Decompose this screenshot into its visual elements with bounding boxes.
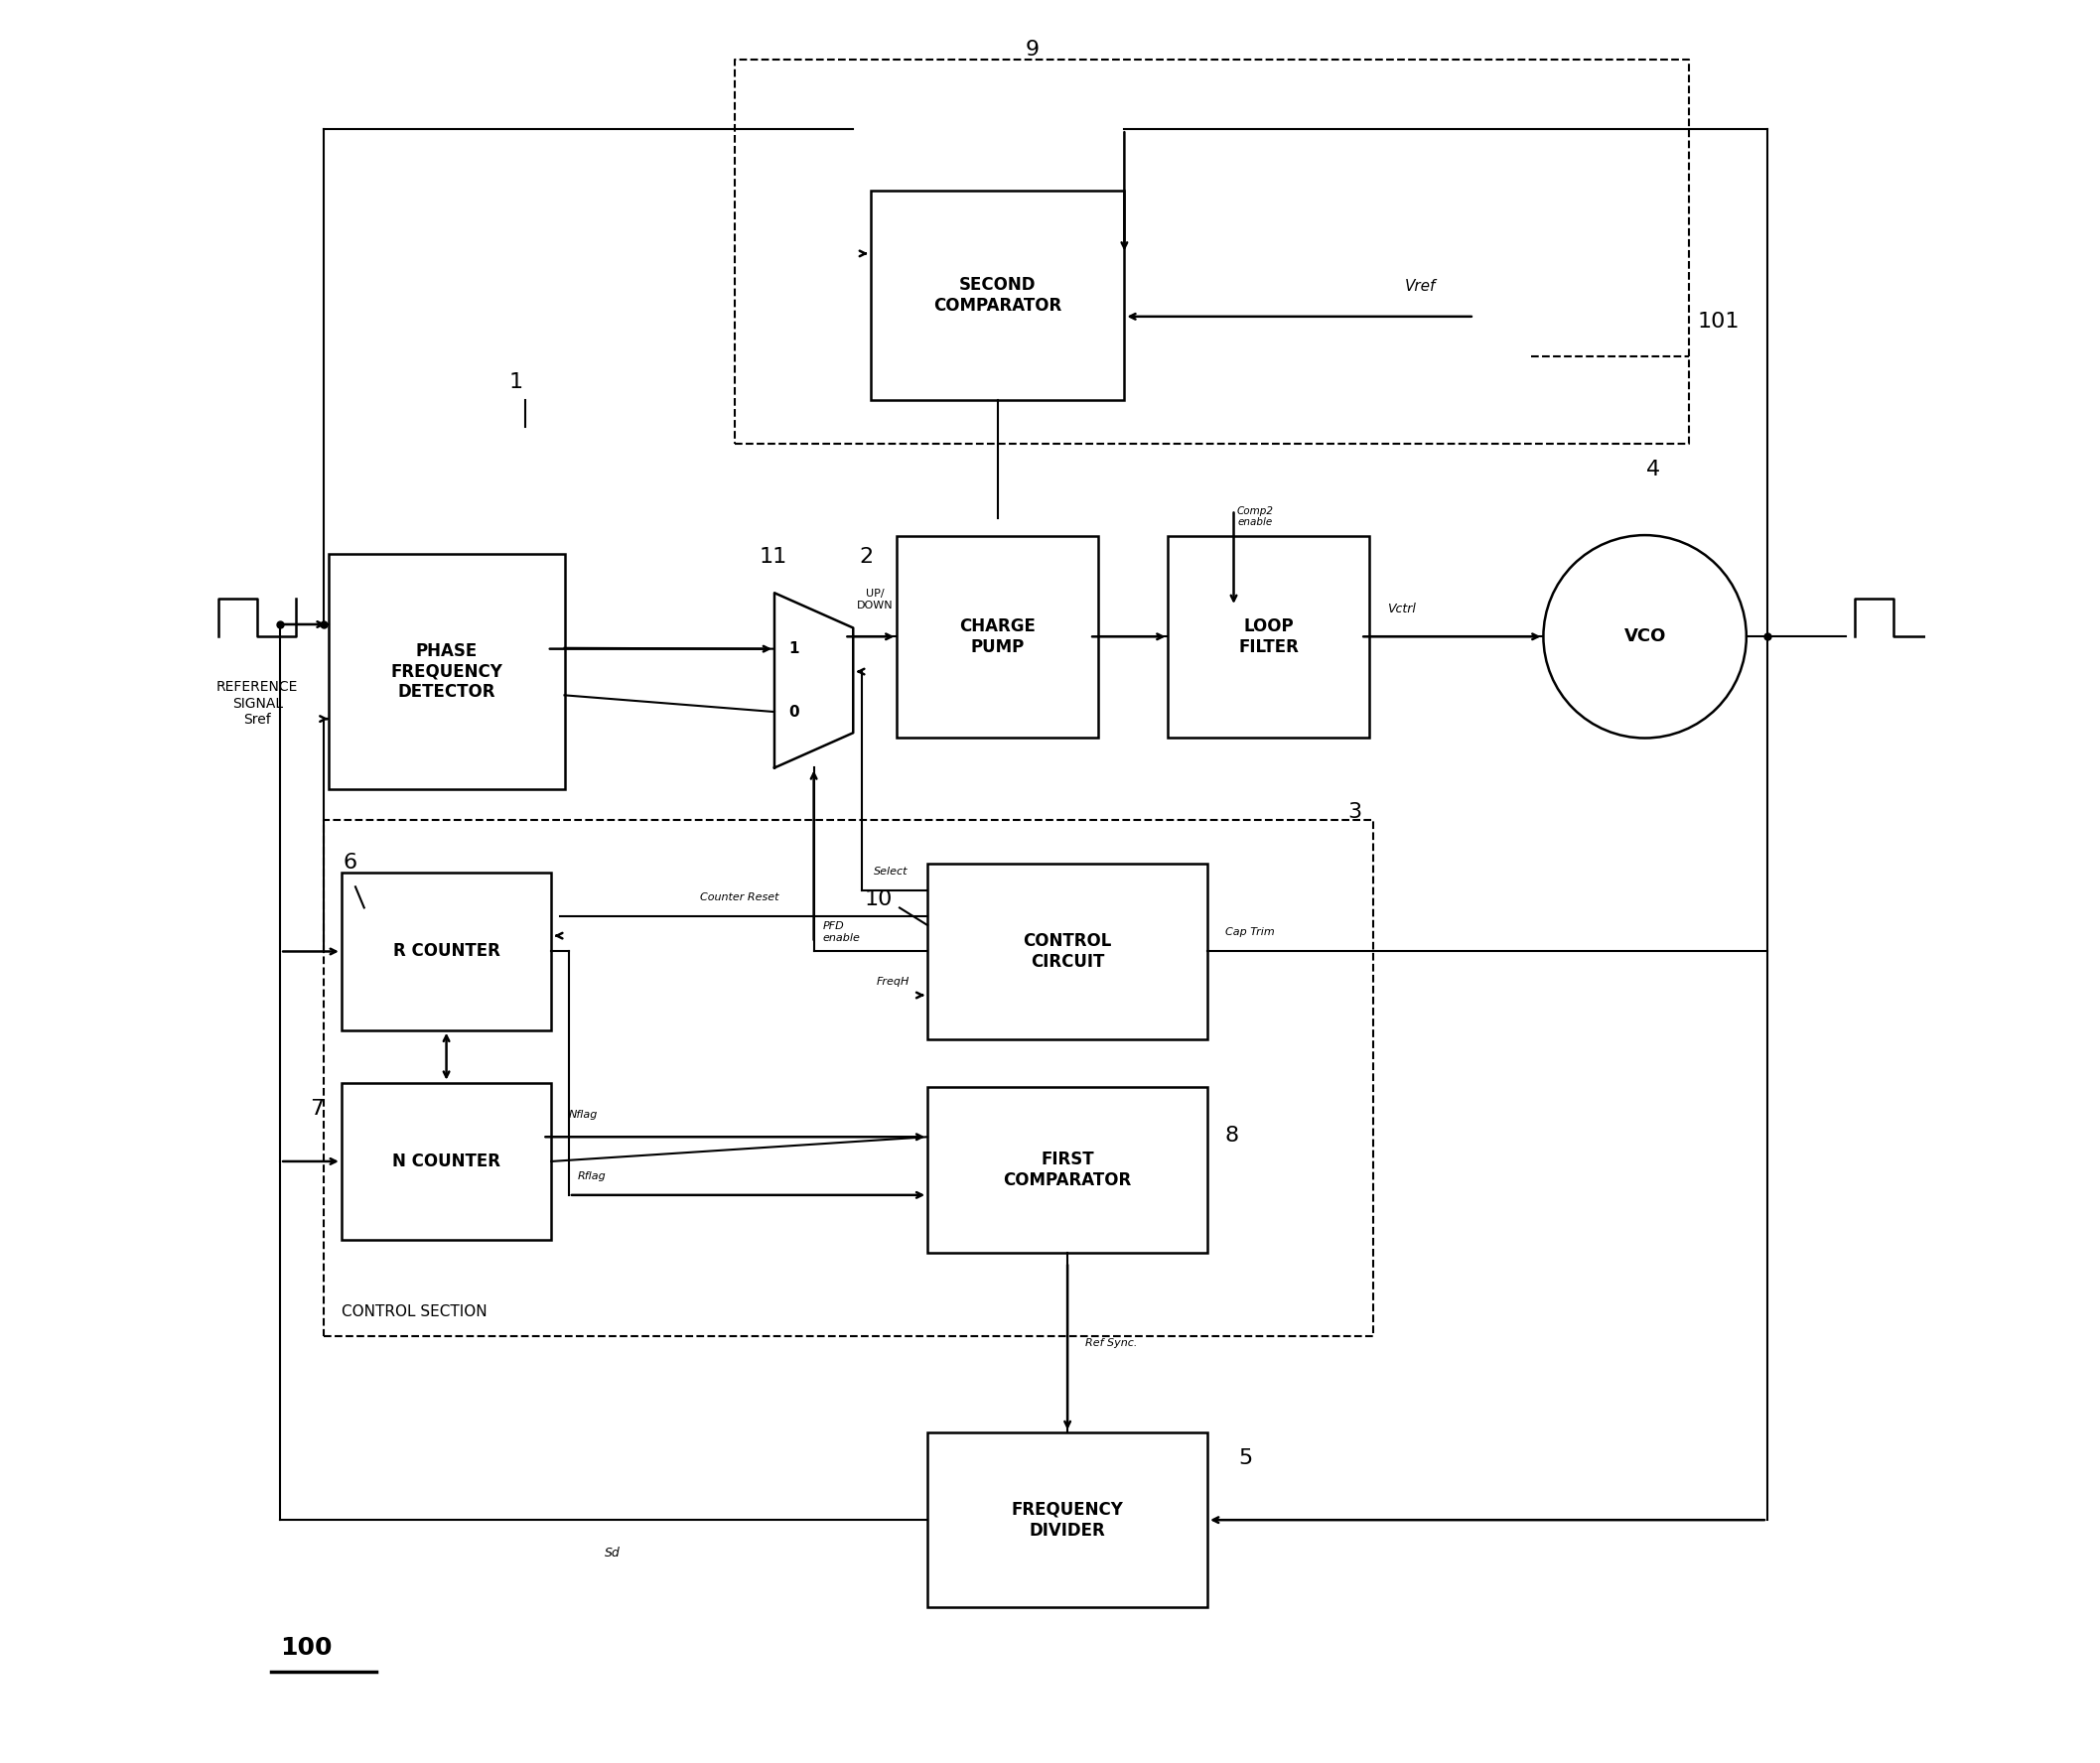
Text: N COUNTER: N COUNTER: [393, 1153, 500, 1171]
Text: Vctrl: Vctrl: [1386, 603, 1415, 615]
Text: Vref: Vref: [1405, 279, 1436, 294]
FancyBboxPatch shape: [328, 554, 565, 790]
Text: REFERENCE
SIGNAL
Sref: REFERENCE SIGNAL Sref: [216, 681, 298, 726]
Text: 100: 100: [279, 1636, 332, 1661]
FancyBboxPatch shape: [342, 1082, 552, 1239]
Text: 0: 0: [790, 705, 800, 719]
Circle shape: [1543, 536, 1747, 739]
Text: Nflag: Nflag: [569, 1109, 598, 1120]
FancyBboxPatch shape: [871, 190, 1124, 400]
Text: 1: 1: [790, 642, 800, 656]
Text: 8: 8: [1224, 1125, 1239, 1144]
FancyBboxPatch shape: [928, 1088, 1208, 1253]
Text: 11: 11: [760, 547, 788, 566]
Text: PFD
enable: PFD enable: [823, 922, 861, 943]
Text: R COUNTER: R COUNTER: [393, 943, 500, 961]
Text: Rflag: Rflag: [578, 1171, 607, 1181]
FancyBboxPatch shape: [897, 536, 1098, 737]
Text: 1: 1: [510, 372, 523, 391]
Text: 3: 3: [1348, 802, 1361, 822]
Text: Ref Sync.: Ref Sync.: [1086, 1338, 1136, 1349]
FancyBboxPatch shape: [342, 873, 552, 1030]
Text: Sd: Sd: [605, 1546, 620, 1558]
Text: FreqH: FreqH: [878, 977, 909, 987]
Text: 5: 5: [1239, 1449, 1254, 1469]
FancyBboxPatch shape: [928, 864, 1208, 1038]
Text: Comp2
enable: Comp2 enable: [1237, 506, 1275, 527]
Text: FREQUENCY
DIVIDER: FREQUENCY DIVIDER: [1012, 1500, 1124, 1539]
Text: Counter Reset: Counter Reset: [699, 892, 779, 903]
Text: UP/
DOWN: UP/ DOWN: [857, 589, 892, 610]
Text: FIRST
COMPARATOR: FIRST COMPARATOR: [1004, 1151, 1132, 1190]
Text: CHARGE
PUMP: CHARGE PUMP: [960, 617, 1035, 656]
Text: LOOP
FILTER: LOOP FILTER: [1239, 617, 1300, 656]
FancyBboxPatch shape: [928, 1433, 1208, 1608]
Text: Cap Trim: Cap Trim: [1224, 927, 1275, 938]
Text: 10: 10: [865, 889, 892, 910]
Text: 4: 4: [1646, 460, 1661, 480]
Text: CONTROL
CIRCUIT: CONTROL CIRCUIT: [1023, 933, 1111, 971]
FancyBboxPatch shape: [1168, 536, 1369, 737]
Text: 101: 101: [1697, 312, 1739, 331]
Text: 7: 7: [311, 1098, 323, 1120]
Text: VCO: VCO: [1623, 628, 1665, 645]
Text: SECOND
COMPARATOR: SECOND COMPARATOR: [932, 277, 1063, 316]
Text: 9: 9: [1025, 39, 1040, 60]
Text: Select: Select: [874, 866, 907, 876]
Text: 2: 2: [859, 547, 874, 566]
Text: 6: 6: [342, 853, 357, 873]
Text: CONTROL SECTION: CONTROL SECTION: [342, 1305, 487, 1319]
Text: PHASE
FREQUENCY
DETECTOR: PHASE FREQUENCY DETECTOR: [391, 642, 502, 702]
